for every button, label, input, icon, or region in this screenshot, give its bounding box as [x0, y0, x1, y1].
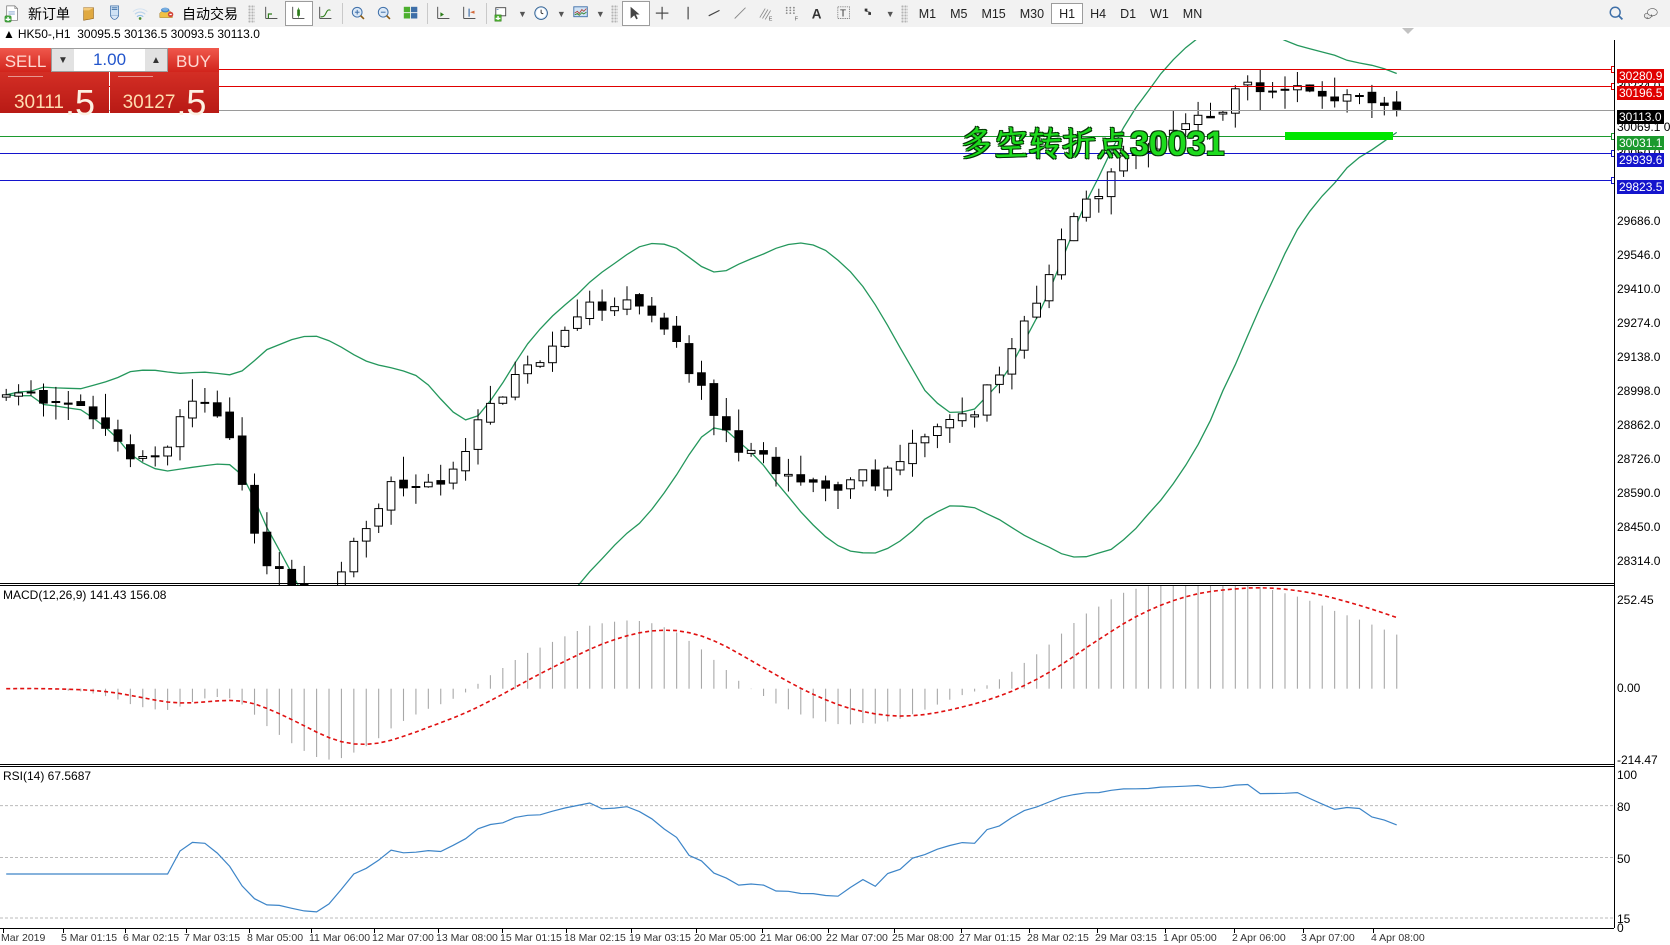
svg-text:F: F	[795, 16, 799, 22]
svg-text:E: E	[769, 16, 773, 22]
svg-text:A: A	[812, 6, 822, 21]
svg-text:T: T	[840, 8, 846, 19]
